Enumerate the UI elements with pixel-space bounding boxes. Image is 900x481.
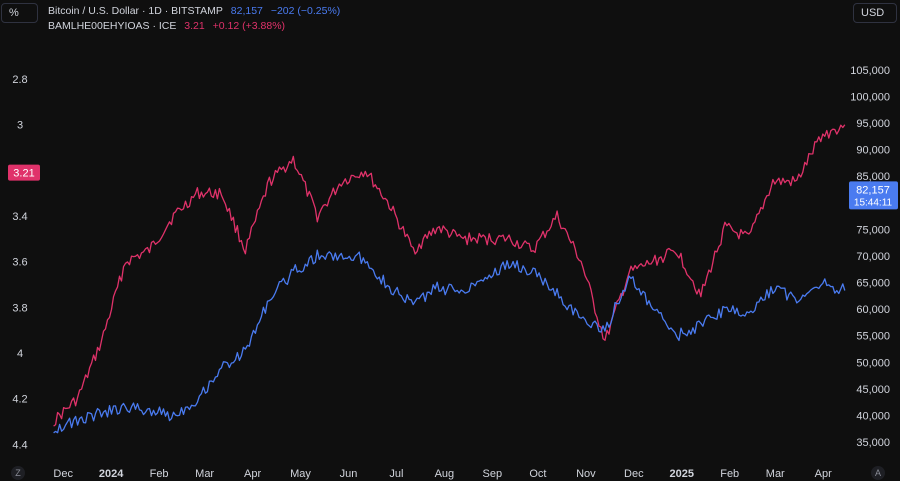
time-tick-label: Jul	[389, 468, 403, 480]
legend-hy[interactable]: BAMLHE00EHYIOAS · ICE 3.21 +0.12 (+3.88%…	[48, 20, 290, 32]
left-tick-label: 3.4	[12, 211, 27, 223]
left-tick-label: 4	[17, 348, 23, 360]
currency-label: USD	[861, 7, 885, 19]
auto-scale-z-button[interactable]: Z	[11, 466, 25, 480]
right-tick-label: 70,000	[856, 251, 890, 263]
right-tick-label: 60,000	[856, 304, 890, 316]
left-tick-label: 4.4	[12, 439, 27, 451]
right-tick-label: 100,000	[850, 91, 890, 103]
right-tick-label: 105,000	[850, 65, 890, 77]
time-tick-label: Mar	[195, 468, 214, 480]
right-tick-label: 65,000	[856, 278, 890, 290]
left-tick-label: 3.8	[12, 302, 27, 314]
time-tick-label: 2025	[670, 468, 694, 480]
btc-badge-bg	[849, 181, 898, 210]
scale-mode-button[interactable]: %	[1, 3, 38, 23]
time-tick-label: Sep	[483, 468, 503, 480]
legend-hy-value: 3.21	[184, 20, 205, 32]
time-tick-label: 2024	[99, 468, 124, 480]
right-tick-label: 75,000	[856, 224, 890, 236]
left-tick-label: 4.2	[12, 394, 27, 406]
corner-right-label: A	[874, 468, 881, 478]
left-tick-label: 2.8	[12, 74, 27, 86]
hy-spread-line	[53, 124, 846, 427]
time-tick-label: Dec	[624, 468, 644, 480]
hy-current-badge: 3.21	[8, 164, 40, 181]
right-tick-label: 45,000	[856, 384, 890, 396]
time-tick-label: May	[290, 468, 311, 480]
legend-hy-name: BAMLHE00EHYIOAS · ICE	[48, 20, 177, 32]
right-axis: 35,000 40,000 45,000 50,000 55,000 60,000 65,0…	[850, 65, 890, 449]
legend-btc[interactable]: Bitcoin / U.S. Dollar · 1D · BITSTAMP 82…	[48, 5, 345, 17]
right-tick-label: 95,000	[856, 118, 890, 130]
left-axis: 2.8 3 3.4 3.6 3.8 4 4.2 4.4	[12, 74, 27, 451]
right-tick-label: 40,000	[856, 410, 890, 422]
right-tick-label: 85,000	[856, 171, 890, 183]
legend-btc-name: Bitcoin / U.S. Dollar · 1D · BITSTAMP	[48, 5, 223, 17]
currency-button[interactable]: USD	[853, 3, 897, 23]
corner-left-label: Z	[15, 468, 21, 478]
auto-scale-a-button[interactable]: A	[871, 466, 885, 480]
time-tick-label: Feb	[150, 468, 169, 480]
time-tick-label: Nov	[576, 468, 596, 480]
hy-badge-bg	[8, 164, 40, 181]
left-tick-label: 3.6	[12, 257, 27, 269]
btc-badge-time: 15:44:11	[854, 197, 893, 208]
right-tick-label: 55,000	[856, 331, 890, 343]
time-tick-label: Apr	[244, 468, 261, 480]
time-tick-label: Dec	[53, 468, 73, 480]
right-tick-label: 50,000	[856, 357, 890, 369]
time-tick-label: Aug	[435, 468, 455, 480]
time-tick-label: Mar	[766, 468, 785, 480]
legend-btc-change: −202 (−0.25%)	[270, 5, 341, 17]
time-tick-label: Feb	[720, 468, 739, 480]
time-tick-label: Oct	[529, 468, 546, 480]
legend-hy-change: +0.12 (+3.88%)	[212, 20, 286, 32]
time-tick-label: Jun	[340, 468, 358, 480]
btc-price-line	[53, 249, 846, 434]
time-tick-label: Apr	[815, 468, 832, 480]
right-tick-label: 35,000	[856, 437, 890, 449]
legend-btc-value: 82,157	[230, 5, 263, 17]
right-tick-label: 90,000	[856, 145, 890, 157]
time-axis: Dec 2024 Feb Mar Apr May Jun Jul Aug Sep Oct Nov Dec…	[53, 468, 832, 480]
hy-badge-text: 3.21	[13, 168, 34, 180]
left-tick-label: 3	[17, 120, 23, 132]
percent-label: %	[9, 7, 19, 19]
btc-badge-price: 82,157	[856, 184, 890, 196]
series-lines	[53, 124, 846, 434]
